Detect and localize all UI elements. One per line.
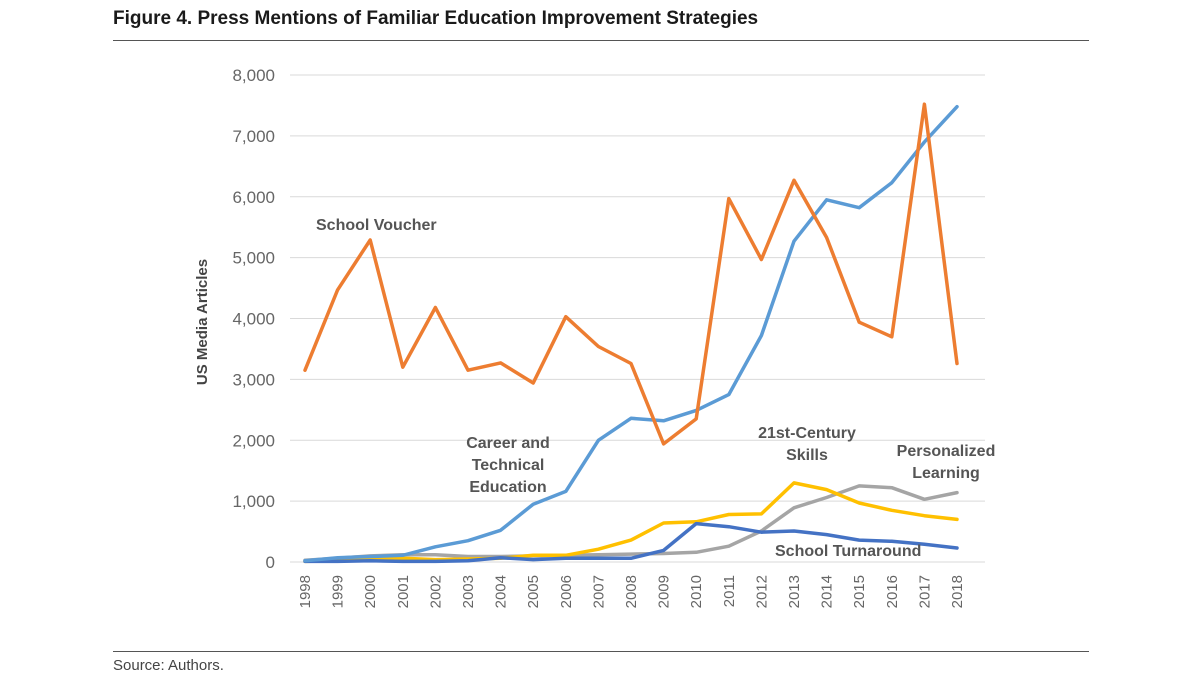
series-label-line: Skills — [786, 447, 828, 464]
x-tick-label: 2011 — [721, 575, 738, 607]
y-tick-label: 1,000 — [232, 492, 275, 511]
x-tick-label: 2009 — [656, 575, 673, 608]
y-tick-label: 6,000 — [232, 188, 275, 207]
y-axis-ticks: 0 1,000 2,000 3,000 4,000 5,000 6,000 7,000 8,00… — [232, 66, 275, 572]
series-line-21st-century-skills — [303, 481, 959, 564]
x-tick-label: 2004 — [493, 575, 510, 608]
series-lines — [303, 102, 959, 564]
top-rule — [113, 40, 1089, 41]
y-tick-label: 5,000 — [232, 249, 275, 268]
x-tick-label: 2002 — [427, 575, 444, 608]
x-tick-label: 2017 — [916, 575, 933, 608]
series-label-school-turnaround: School Turnaround — [775, 543, 921, 560]
series-line-school-turnaround — [303, 521, 959, 564]
x-tick-label: 1998 — [297, 575, 314, 608]
x-tick-label: 2013 — [786, 575, 803, 608]
series-label-line: Career and — [466, 435, 550, 452]
y-tick-label: 8,000 — [232, 66, 275, 85]
figure-title: Figure 4. Press Mentions of Familiar Edu… — [113, 8, 759, 29]
x-axis-ticks: 1998 1999 2000 2001 2002 2003 2004 2005 2006 2007… — [297, 575, 966, 608]
x-tick-label: 2000 — [362, 575, 379, 608]
x-tick-label: 2008 — [623, 575, 640, 608]
y-tick-label: 2,000 — [232, 431, 275, 450]
x-tick-label: 2003 — [460, 575, 477, 608]
series-labels: School Voucher Career and Technical Educati… — [316, 217, 995, 560]
y-tick-label: 4,000 — [232, 310, 275, 329]
x-tick-label: 2001 — [395, 575, 412, 608]
bottom-rule — [113, 651, 1089, 652]
series-label-line: Technical — [472, 457, 545, 474]
source-note: Source: Authors. — [113, 657, 224, 674]
x-tick-label: 2012 — [753, 575, 770, 608]
x-tick-label: 2016 — [884, 575, 901, 608]
series-label-line: Personalized — [897, 443, 996, 460]
series-label-line: 21st-Century — [758, 425, 856, 442]
series-label-21st-century-skills: 21st-Century Skills — [758, 425, 856, 464]
x-tick-label: 2015 — [851, 575, 868, 608]
series-line-career-and-technical-education — [303, 104, 959, 563]
series-label-line: School Turnaround — [775, 543, 921, 560]
x-tick-label: 2018 — [949, 575, 966, 608]
series-line-school-voucher — [303, 102, 959, 446]
series-label-line: Education — [469, 479, 546, 496]
y-tick-label: 7,000 — [232, 127, 275, 146]
series-label-line: School Voucher — [316, 217, 437, 234]
x-tick-label: 2007 — [590, 575, 607, 608]
x-tick-label: 2014 — [819, 575, 836, 608]
y-tick-label: 3,000 — [232, 370, 275, 389]
x-tick-label: 2010 — [688, 575, 705, 608]
series-label-school-voucher: School Voucher — [316, 217, 437, 234]
series-label-line: Learning — [912, 465, 980, 482]
y-tick-label: 0 — [266, 553, 275, 572]
series-label-career-and-technical-education: Career and Technical Education — [466, 435, 550, 496]
series-label-personalized-learning: Personalized Learning — [897, 443, 996, 482]
x-tick-label: 2005 — [525, 575, 542, 608]
gridlines — [290, 74, 985, 563]
x-tick-label: 2006 — [558, 575, 575, 608]
x-tick-label: 1999 — [330, 575, 347, 608]
y-axis-label: US Media Articles — [194, 259, 211, 385]
series-line-personalized-learning — [303, 484, 959, 562]
